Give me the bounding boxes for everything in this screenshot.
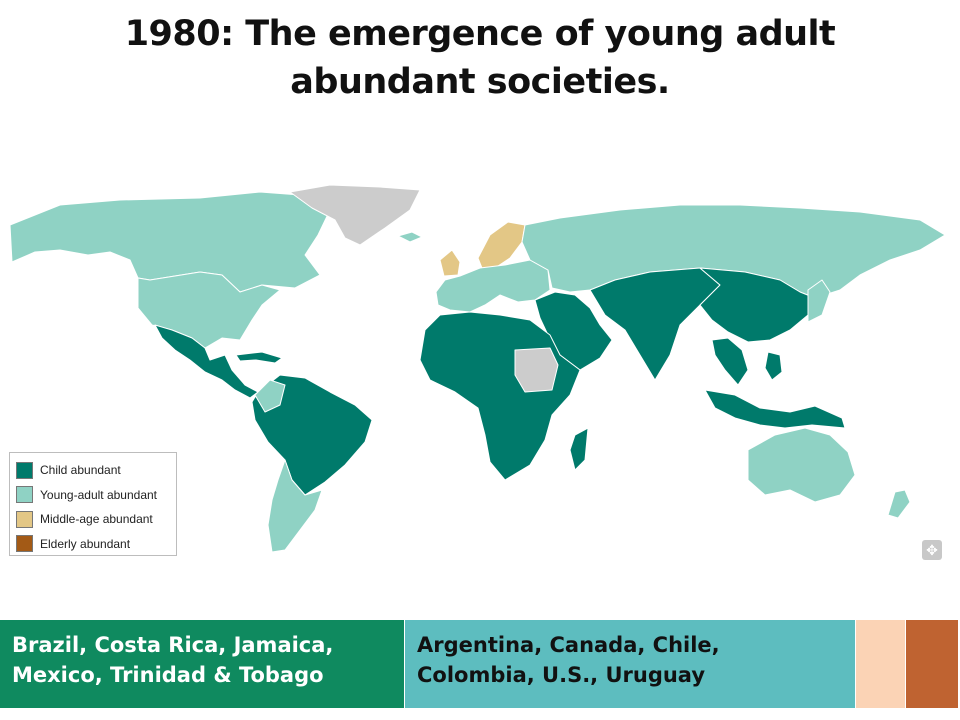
legend-label-elderly: Elderly abundant xyxy=(40,536,131,551)
region-philippines xyxy=(764,351,783,381)
region-japan xyxy=(807,279,831,323)
elderly-abundant-box xyxy=(906,620,958,708)
move-icon[interactable]: ✥ xyxy=(922,540,942,560)
page-title: 1980: The emergence of young adult abund… xyxy=(124,14,836,102)
region-iceland xyxy=(397,231,423,243)
region-scandinavia xyxy=(477,221,526,269)
region-madagascar xyxy=(569,427,589,471)
region-uk xyxy=(439,249,461,277)
child-abundant-countries: Brazil, Costa Rica, Jamaica, Mexico, Tri… xyxy=(0,620,405,708)
region-europe xyxy=(435,259,551,313)
region-new-zealand xyxy=(887,489,911,519)
legend-swatch-young xyxy=(16,486,33,504)
region-indonesia xyxy=(704,389,846,429)
region-southern-cone xyxy=(267,459,323,553)
region-greenland xyxy=(289,184,421,246)
middle-age-abundant-box xyxy=(856,620,906,708)
legend-label-middle: Middle-age abundant xyxy=(40,512,153,527)
region-south-asia xyxy=(589,267,721,381)
region-china xyxy=(699,267,816,343)
legend-item-child: Child abundant xyxy=(16,458,176,483)
map-legend: Child abundant Young-adult abundant Midd… xyxy=(9,452,177,556)
summary-bar: Brazil, Costa Rica, Jamaica, Mexico, Tri… xyxy=(0,620,960,708)
legend-swatch-child xyxy=(16,461,33,479)
region-southeast-asia xyxy=(711,337,749,386)
legend-label-child: Child abundant xyxy=(40,463,121,478)
legend-swatch-elderly xyxy=(16,535,33,553)
region-australia xyxy=(747,427,856,503)
region-south-america-child xyxy=(251,374,373,496)
young-adult-abundant-countries: Argentina, Canada, Chile, Colombia, U.S.… xyxy=(405,620,856,708)
legend-label-young: Young-adult abundant xyxy=(40,487,157,502)
legend-item-elderly: Elderly abundant xyxy=(16,532,176,557)
region-sudan xyxy=(514,347,559,393)
legend-swatch-middle xyxy=(16,510,33,528)
legend-item-young: Young-adult abundant xyxy=(16,483,176,508)
legend-item-middle: Middle-age abundant xyxy=(16,507,176,532)
world-map xyxy=(0,180,960,580)
region-caribbean xyxy=(235,351,283,364)
region-colombia xyxy=(254,379,286,413)
